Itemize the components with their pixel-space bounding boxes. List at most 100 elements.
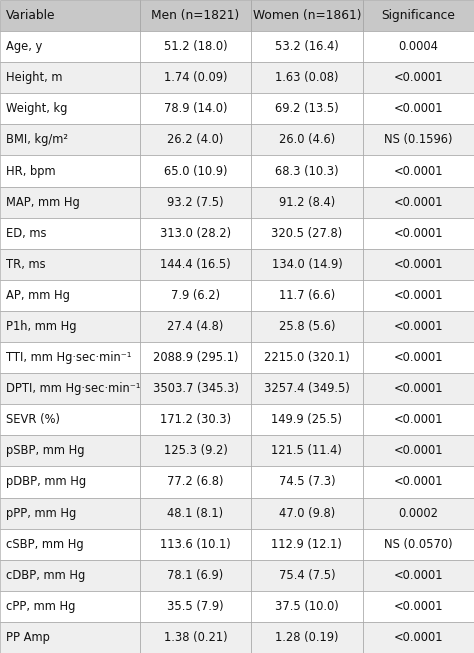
Text: Women (n=1861): Women (n=1861) (253, 9, 361, 22)
Bar (0, 436, 140, 466)
Text: 53.2 (16.4): 53.2 (16.4) (275, 40, 339, 53)
Text: NS (0.0570): NS (0.0570) (384, 537, 453, 550)
Text: 74.5 (7.3): 74.5 (7.3) (279, 475, 335, 488)
Bar (140, 311, 251, 342)
Bar (0, 280, 140, 311)
Bar (363, 404, 474, 436)
Text: 0.0004: 0.0004 (398, 40, 438, 53)
Text: TTI, mm Hg·sec·min⁻¹: TTI, mm Hg·sec·min⁻¹ (6, 351, 131, 364)
Bar (0, 217, 140, 249)
Text: 313.0 (28.2): 313.0 (28.2) (160, 227, 231, 240)
Text: <0.0001: <0.0001 (393, 71, 443, 84)
Text: 121.5 (11.4): 121.5 (11.4) (272, 445, 342, 457)
Text: 78.9 (14.0): 78.9 (14.0) (164, 103, 227, 116)
Bar (251, 498, 363, 529)
Bar (140, 560, 251, 591)
Text: <0.0001: <0.0001 (393, 196, 443, 208)
Text: 35.5 (7.9): 35.5 (7.9) (167, 600, 224, 613)
Text: MAP, mm Hg: MAP, mm Hg (6, 196, 80, 208)
Text: 3257.4 (349.5): 3257.4 (349.5) (264, 382, 350, 395)
Bar (140, 591, 251, 622)
Bar (251, 155, 363, 187)
Bar (251, 436, 363, 466)
Text: cPP, mm Hg: cPP, mm Hg (6, 600, 75, 613)
Bar (251, 249, 363, 280)
Bar (140, 124, 251, 155)
Text: <0.0001: <0.0001 (393, 320, 443, 333)
Text: <0.0001: <0.0001 (393, 413, 443, 426)
Bar (363, 249, 474, 280)
Text: 27.4 (4.8): 27.4 (4.8) (167, 320, 224, 333)
Bar (251, 187, 363, 217)
Text: 69.2 (13.5): 69.2 (13.5) (275, 103, 339, 116)
Text: Height, m: Height, m (6, 71, 62, 84)
Text: 7.9 (6.2): 7.9 (6.2) (171, 289, 220, 302)
Text: 3503.7 (345.3): 3503.7 (345.3) (153, 382, 238, 395)
Text: <0.0001: <0.0001 (393, 103, 443, 116)
Bar (251, 373, 363, 404)
Text: 77.2 (6.8): 77.2 (6.8) (167, 475, 224, 488)
Text: BMI, kg/m²: BMI, kg/m² (6, 133, 68, 146)
Text: pSBP, mm Hg: pSBP, mm Hg (6, 445, 84, 457)
Text: 11.7 (6.6): 11.7 (6.6) (279, 289, 335, 302)
Text: 0.0002: 0.0002 (398, 507, 438, 520)
Bar (363, 373, 474, 404)
Text: <0.0001: <0.0001 (393, 289, 443, 302)
Bar (140, 217, 251, 249)
Bar (363, 0, 474, 31)
Text: <0.0001: <0.0001 (393, 631, 443, 644)
Bar (363, 342, 474, 373)
Bar (0, 498, 140, 529)
Bar (140, 62, 251, 93)
Text: <0.0001: <0.0001 (393, 475, 443, 488)
Bar (140, 155, 251, 187)
Bar (0, 404, 140, 436)
Text: pPP, mm Hg: pPP, mm Hg (6, 507, 76, 520)
Text: 1.63 (0.08): 1.63 (0.08) (275, 71, 338, 84)
Text: cSBP, mm Hg: cSBP, mm Hg (6, 537, 83, 550)
Bar (140, 436, 251, 466)
Text: PP Amp: PP Amp (6, 631, 50, 644)
Text: <0.0001: <0.0001 (393, 382, 443, 395)
Text: <0.0001: <0.0001 (393, 569, 443, 582)
Text: 65.0 (10.9): 65.0 (10.9) (164, 165, 227, 178)
Text: cDBP, mm Hg: cDBP, mm Hg (6, 569, 85, 582)
Text: 2088.9 (295.1): 2088.9 (295.1) (153, 351, 238, 364)
Bar (251, 62, 363, 93)
Text: <0.0001: <0.0001 (393, 445, 443, 457)
Bar (251, 404, 363, 436)
Text: Significance: Significance (382, 9, 455, 22)
Text: 93.2 (7.5): 93.2 (7.5) (167, 196, 224, 208)
Bar (251, 124, 363, 155)
Text: 1.38 (0.21): 1.38 (0.21) (164, 631, 228, 644)
Bar (363, 436, 474, 466)
Text: 91.2 (8.4): 91.2 (8.4) (279, 196, 335, 208)
Text: 144.4 (16.5): 144.4 (16.5) (160, 258, 231, 271)
Bar (140, 342, 251, 373)
Bar (251, 280, 363, 311)
Bar (363, 62, 474, 93)
Bar (363, 155, 474, 187)
Bar (363, 529, 474, 560)
Bar (140, 373, 251, 404)
Text: 1.28 (0.19): 1.28 (0.19) (275, 631, 338, 644)
Bar (0, 466, 140, 498)
Bar (140, 404, 251, 436)
Bar (251, 342, 363, 373)
Text: ED, ms: ED, ms (6, 227, 46, 240)
Text: 320.5 (27.8): 320.5 (27.8) (271, 227, 343, 240)
Text: 112.9 (12.1): 112.9 (12.1) (272, 537, 342, 550)
Bar (140, 280, 251, 311)
Text: <0.0001: <0.0001 (393, 165, 443, 178)
Bar (140, 498, 251, 529)
Text: 1.74 (0.09): 1.74 (0.09) (164, 71, 227, 84)
Bar (251, 311, 363, 342)
Text: P1h, mm Hg: P1h, mm Hg (6, 320, 76, 333)
Text: 75.4 (7.5): 75.4 (7.5) (279, 569, 335, 582)
Bar (140, 187, 251, 217)
Bar (0, 311, 140, 342)
Bar (0, 373, 140, 404)
Bar (363, 622, 474, 653)
Text: <0.0001: <0.0001 (393, 600, 443, 613)
Text: DPTI, mm Hg·sec·min⁻¹: DPTI, mm Hg·sec·min⁻¹ (6, 382, 140, 395)
